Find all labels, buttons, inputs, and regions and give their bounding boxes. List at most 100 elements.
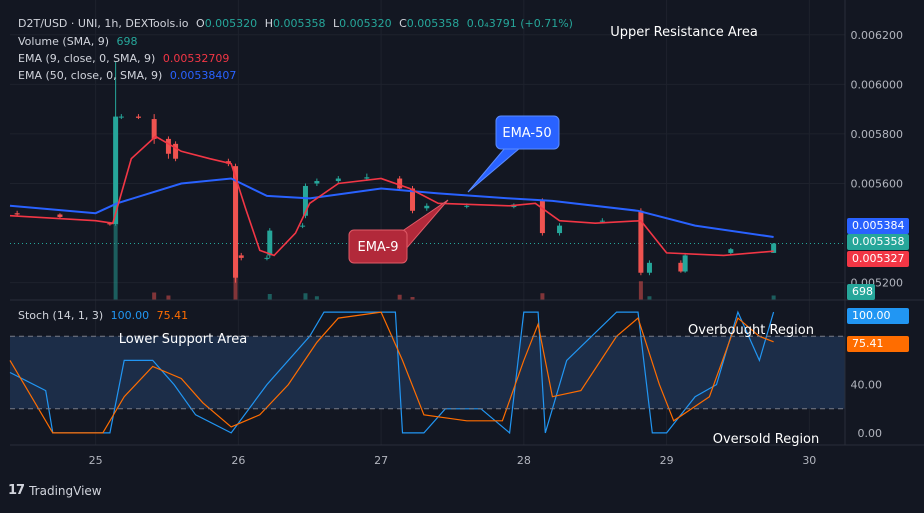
- close-label: C: [399, 17, 407, 30]
- candle-body: [165, 138, 171, 154]
- candle-body: [424, 205, 430, 209]
- high-value: 0.005358: [272, 17, 326, 30]
- upper-resistance-label: Upper Resistance Area: [610, 25, 758, 40]
- high-label: H: [264, 17, 273, 30]
- candle-body: [135, 116, 141, 118]
- volume-value: 698: [116, 35, 138, 48]
- volume-bar: [152, 292, 157, 300]
- volume-bar: [267, 294, 272, 300]
- candle-body: [113, 116, 119, 225]
- volume-bar: [303, 293, 308, 300]
- volume-bars: [113, 225, 776, 300]
- candle-body: [557, 225, 563, 234]
- stoch-tick-label: 40.00: [851, 379, 883, 392]
- low-label: L: [332, 17, 340, 30]
- change-value: 0.0₄3791 (+0.71%): [466, 17, 573, 30]
- stoch-d-value: 75.41: [156, 309, 189, 322]
- candle-body: [151, 119, 157, 139]
- candles: [14, 62, 777, 283]
- volume-bar: [233, 277, 238, 300]
- candle-body: [728, 249, 734, 253]
- ema50-line: [9, 177, 774, 238]
- candle-body: [464, 205, 470, 207]
- volume-label: Volume (SMA, 9): [18, 35, 109, 48]
- candle-body: [302, 185, 308, 216]
- ema9-line: [9, 135, 774, 257]
- candle-body: [238, 255, 244, 258]
- ema9-callout-text: EMA-9: [358, 240, 399, 255]
- candle-body: [118, 116, 124, 118]
- candle-body: [397, 178, 403, 189]
- candle-body: [173, 143, 179, 159]
- ema50-callout-box: [495, 115, 560, 150]
- ema9-label: EMA (9, close, 0, SMA, 9): [18, 52, 156, 65]
- candle-body: [267, 230, 273, 256]
- candle-body: [364, 177, 370, 179]
- stoch-k-badge: 100.00: [847, 308, 909, 324]
- ema9-callout-box: [348, 229, 408, 264]
- ema9-price-badge: 0.005327: [847, 251, 909, 267]
- ema50-value: 0.00538407: [169, 69, 237, 82]
- time-tick-label: 25: [89, 454, 103, 467]
- candle-body: [264, 257, 270, 259]
- ema50-price-badge: 0.005384: [847, 218, 909, 234]
- volume-bar: [638, 281, 643, 300]
- symbol-header: D2T/USD · UNI, 1h, DEXTools.io O0.005320…: [18, 17, 573, 31]
- ema9-legend: EMA (9, close, 0, SMA, 9) 0.00532709: [18, 52, 229, 66]
- volume-bar: [314, 296, 319, 300]
- symbol-name: D2T/USD · UNI, 1h, DEXTools.io: [18, 17, 189, 30]
- candle-body: [599, 220, 605, 222]
- ema50-label: EMA (50, close, 0, SMA, 9): [18, 69, 163, 82]
- brand-name: TradingView: [29, 483, 102, 498]
- volume-badge: 698: [847, 284, 875, 300]
- candle-body: [682, 255, 688, 272]
- stoch-legend: Stoch (14, 1, 3) 100.00 75.41: [18, 309, 188, 323]
- ema50-callout-pointer: [467, 147, 522, 193]
- candle-body: [314, 181, 320, 184]
- ema50-callout-text: EMA-50: [502, 126, 551, 141]
- price-tick-label: 0.005600: [851, 178, 904, 191]
- volume-bar: [397, 294, 402, 300]
- volume-bar: [771, 295, 776, 300]
- overbought-label: Overbought Region: [688, 323, 814, 338]
- stoch-tick-label: 0.00: [858, 427, 883, 440]
- volume-bar: [113, 225, 118, 300]
- candle-body: [335, 178, 341, 182]
- volume-legend: Volume (SMA, 9) 698: [18, 35, 137, 49]
- candle-body: [638, 210, 644, 273]
- time-tick-label: 26: [231, 454, 245, 467]
- candle-body: [771, 243, 777, 253]
- time-tick-label: 30: [802, 454, 816, 467]
- close-value: 0.005358: [406, 17, 460, 30]
- close-price-badge: 0.005358: [847, 234, 909, 250]
- ema50-legend: EMA (50, close, 0, SMA, 9) 0.00538407: [18, 69, 236, 83]
- price-tick-label: 0.006200: [851, 29, 904, 42]
- stoch-k-value: 100.00: [110, 309, 150, 322]
- stoch-d-badge: 75.41: [847, 336, 909, 352]
- stoch-label: Stoch (14, 1, 3): [18, 309, 104, 322]
- low-value: 0.005320: [339, 17, 392, 30]
- axes: 0.0062000.0060000.0058000.0056000.005200…: [10, 0, 924, 467]
- stoch-band: [10, 336, 845, 409]
- candle-body: [410, 188, 416, 211]
- lower-support-label: Lower Support Area: [119, 332, 248, 347]
- candle-body: [233, 166, 239, 278]
- price-tick-label: 0.006000: [851, 78, 904, 91]
- ema9-value: 0.00532709: [162, 52, 230, 65]
- oversold-label: Oversold Region: [713, 432, 820, 447]
- volume-bar: [410, 297, 415, 300]
- footer[interactable]: 17 TradingView: [8, 483, 102, 498]
- volume-bar: [540, 293, 545, 300]
- tradingview-logo-icon: 17: [8, 483, 25, 498]
- candle-body: [14, 213, 20, 215]
- time-tick-label: 27: [374, 454, 388, 467]
- volume-bar: [647, 296, 652, 300]
- time-tick-label: 29: [660, 454, 674, 467]
- candle-body: [300, 225, 306, 227]
- candle-body: [57, 214, 63, 217]
- candle-body: [107, 223, 113, 225]
- candle-body: [539, 200, 545, 234]
- callouts: Upper Resistance Area Lower Support Area O…: [119, 25, 820, 447]
